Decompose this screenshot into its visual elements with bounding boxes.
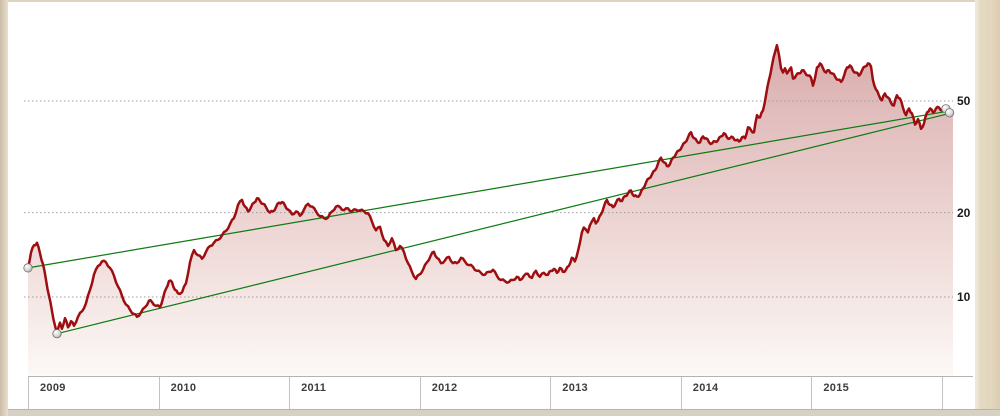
x-axis-year-label: 2009 (40, 382, 66, 394)
x-axis-year-label: 2010 (170, 382, 197, 394)
year-tick (419, 377, 421, 409)
trend-anchor-marker-2[interactable] (52, 329, 62, 339)
year-tick (811, 377, 813, 409)
year-tick (550, 377, 552, 409)
x-axis-year-label: 2011 (301, 382, 327, 394)
year-tick (158, 377, 160, 409)
price-area-fill (28, 45, 953, 376)
x-axis-year-label: 2015 (823, 382, 850, 394)
window-border-left (0, 0, 8, 416)
x-axis-year-label: 2012 (431, 382, 458, 394)
year-tick (28, 377, 29, 409)
year-tick (680, 377, 682, 409)
lower-trendline (56, 113, 949, 335)
year-tick (942, 377, 943, 409)
x-axis: 2009 2010 2011 2012 2013 2014 2015 (28, 376, 973, 410)
x-axis-year-label: 2014 (692, 382, 719, 394)
y-axis-tick-label: 20 (957, 205, 971, 220)
price-line (26, 43, 950, 335)
window-border-right (975, 0, 1000, 409)
window-border-bottom (8, 409, 1000, 416)
window-border-top (8, 0, 975, 2)
trend-anchor-marker-4[interactable] (944, 108, 955, 118)
y-axis-tick-label: 10 (957, 290, 971, 304)
upper-trendline (27, 110, 949, 269)
year-tick (289, 377, 291, 409)
x-axis-year-label: 2013 (562, 382, 588, 394)
y-axis-tick-label: 50 (957, 94, 971, 108)
trend-anchor-marker-1[interactable] (23, 263, 33, 273)
